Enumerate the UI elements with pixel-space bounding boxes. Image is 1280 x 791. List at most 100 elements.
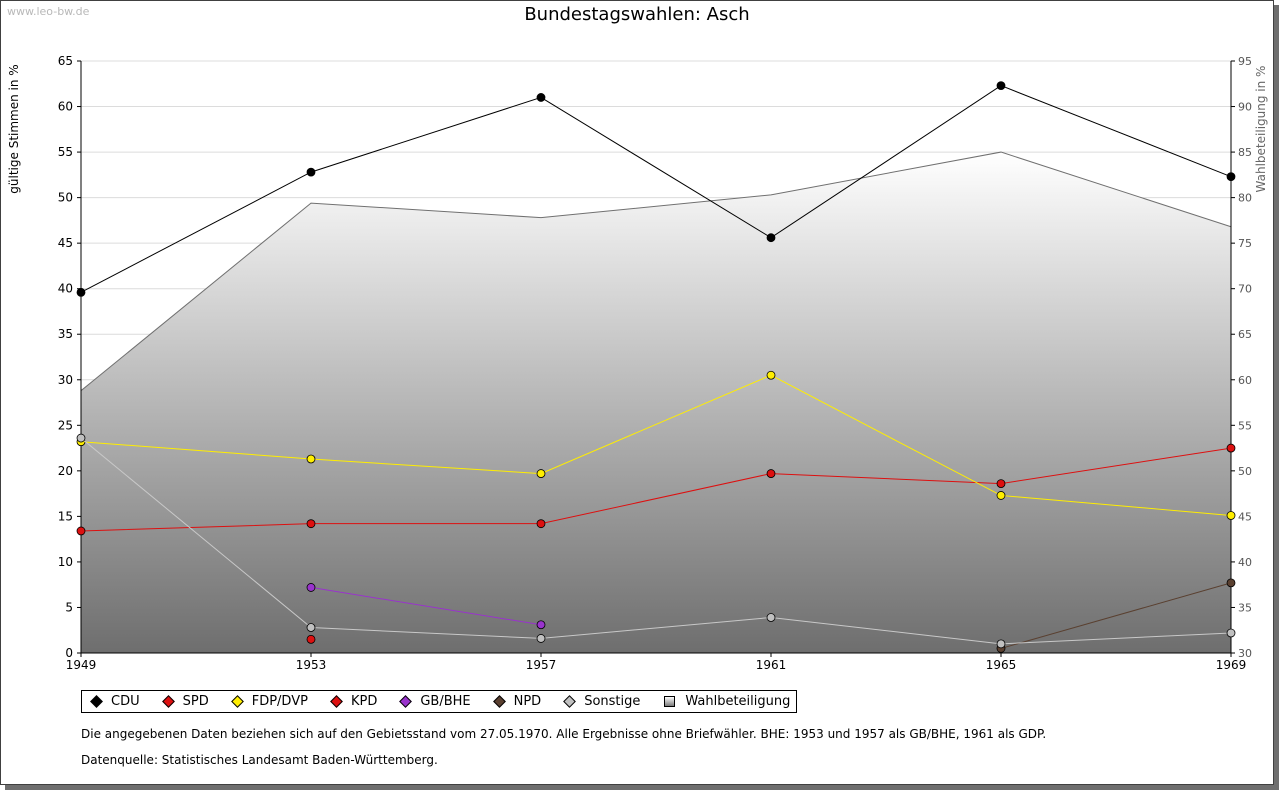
y2-tick-label: 75 [1238, 237, 1252, 250]
x-tick-label: 1949 [66, 658, 97, 672]
x-tick-label: 1953 [296, 658, 327, 672]
point-spd [536, 519, 546, 529]
x-tick-label: 1969 [1216, 658, 1247, 672]
legend-marker [330, 695, 343, 708]
legend-label: CDU [111, 694, 140, 709]
y2-tick-label: 85 [1238, 146, 1252, 159]
point-sonstige [536, 634, 546, 643]
legend-item-gb-bhe[interactable]: GB/BHE [395, 694, 471, 709]
x-tick-label: 1965 [986, 658, 1017, 672]
point-cdu [1226, 172, 1236, 182]
legend-label: NPD [513, 694, 542, 709]
legend-label: Wahlbeteiligung [685, 694, 791, 709]
turnout-line [80, 151, 1232, 392]
point-spd [766, 469, 776, 478]
y-tick-label: 0 [65, 646, 73, 660]
y2-tick-label: 95 [1238, 55, 1252, 68]
legend-item-kpd[interactable]: KPD [326, 694, 377, 709]
y2-tick-label: 30 [1238, 647, 1252, 660]
y2-tick-label: 55 [1238, 419, 1252, 432]
y-tick-label: 65 [58, 54, 73, 68]
point-fdp-dvp [766, 370, 776, 380]
legend-item-fdp-dvp[interactable]: FDP/DVP [227, 694, 308, 709]
axis-labels: 0 5 10 15 20 25 30 35 40 45 50 55 60 65 30 35 40 45 50 55 60… [7, 54, 1268, 672]
series-lines [76, 81, 1236, 653]
y-axis-title: gültige Stimmen in % [7, 64, 21, 193]
point-spd [76, 526, 86, 536]
legend-marker [90, 695, 103, 708]
point-cdu [536, 93, 546, 102]
y-tick-label: 30 [58, 373, 73, 387]
turnout-area-fill [81, 152, 1231, 654]
legend: CDU SPD FDP/DVP KPD GB/BHE NPD Sonstige [81, 690, 798, 713]
x-tick-label: 1961 [756, 658, 787, 672]
y2-tick-label: 70 [1238, 283, 1252, 296]
point-kpd [306, 634, 316, 644]
legend-label: Sonstige [584, 694, 641, 709]
legend-item-spd[interactable]: SPD [158, 694, 209, 709]
legend-item-npd[interactable]: NPD [489, 694, 542, 709]
point-gb-bhe [306, 583, 316, 592]
y-tick-label: 60 [58, 100, 73, 114]
point-sonstige [306, 623, 316, 632]
legend-item-wahlbeteiligung[interactable]: Wahlbeteiligung [658, 694, 790, 709]
point-spd [306, 519, 316, 529]
point-sonstige [996, 639, 1006, 649]
point-cdu [996, 81, 1006, 90]
y-tick-label: 35 [58, 327, 73, 341]
legend-label: FDP/DVP [251, 694, 308, 709]
point-cdu [306, 167, 316, 177]
y-tick-label: 55 [58, 145, 73, 159]
point-npd [1226, 578, 1236, 588]
y-tick-label: 40 [58, 282, 73, 296]
point-fdp-dvp [536, 469, 546, 478]
point-sonstige [1226, 628, 1236, 638]
point-spd [1226, 443, 1236, 453]
point-cdu [766, 233, 776, 243]
point-fdp-dvp [1226, 511, 1236, 520]
series-line-spd [80, 447, 1232, 532]
y2-tick-label: 50 [1238, 465, 1252, 478]
turnout-area [80, 151, 1232, 654]
legend-marker [230, 695, 244, 708]
y2-tick-label: 40 [1238, 556, 1252, 569]
y-tick-label: 20 [58, 464, 73, 478]
footnote-source: Datenquelle: Statistisches Landesamt Bad… [81, 753, 438, 767]
series-line-cdu [80, 85, 1232, 293]
chart-title: Bundestagswahlen: Asch [524, 4, 750, 25]
y-tick-label: 10 [58, 555, 73, 569]
y2-axis-title: Wahlbeteiligung in % [1254, 66, 1268, 193]
y-tick-label: 15 [58, 509, 73, 523]
y2-tick-label: 65 [1238, 328, 1252, 341]
y2-tick-label: 45 [1238, 510, 1252, 523]
footnote-note: Die angegebenen Daten beziehen sich auf … [81, 727, 1047, 741]
y2-tick-label: 60 [1238, 374, 1252, 387]
point-gb-bhe [536, 620, 546, 630]
legend-marker [664, 696, 676, 707]
series-line-npd [1000, 582, 1232, 649]
legend-label: GB/BHE [420, 694, 471, 709]
point-cdu [76, 287, 86, 297]
y2-tick-label: 35 [1238, 601, 1252, 614]
legend-label: SPD [182, 694, 209, 709]
point-fdp-dvp [306, 454, 316, 464]
legend-marker [399, 695, 413, 708]
legend-marker [161, 695, 175, 708]
y2-tick-label: 80 [1238, 192, 1252, 205]
legend-item-sonstige[interactable]: Sonstige [559, 694, 640, 709]
y2-tick-label: 90 [1238, 101, 1252, 114]
x-tick-label: 1957 [526, 658, 557, 672]
y-tick-label: 25 [58, 418, 73, 432]
point-sonstige [76, 433, 86, 443]
y-tick-label: 45 [58, 236, 73, 250]
watermark: www.leo-bw.de [7, 5, 90, 18]
y-tick-label: 5 [65, 600, 73, 614]
legend-label: KPD [350, 694, 378, 709]
point-fdp-dvp [996, 491, 1006, 500]
series-line-sonstige [80, 437, 1232, 645]
legend-item-cdu[interactable]: CDU [86, 694, 140, 709]
y-tick-label: 50 [58, 191, 73, 205]
series-line-gb-bhe [310, 586, 542, 626]
